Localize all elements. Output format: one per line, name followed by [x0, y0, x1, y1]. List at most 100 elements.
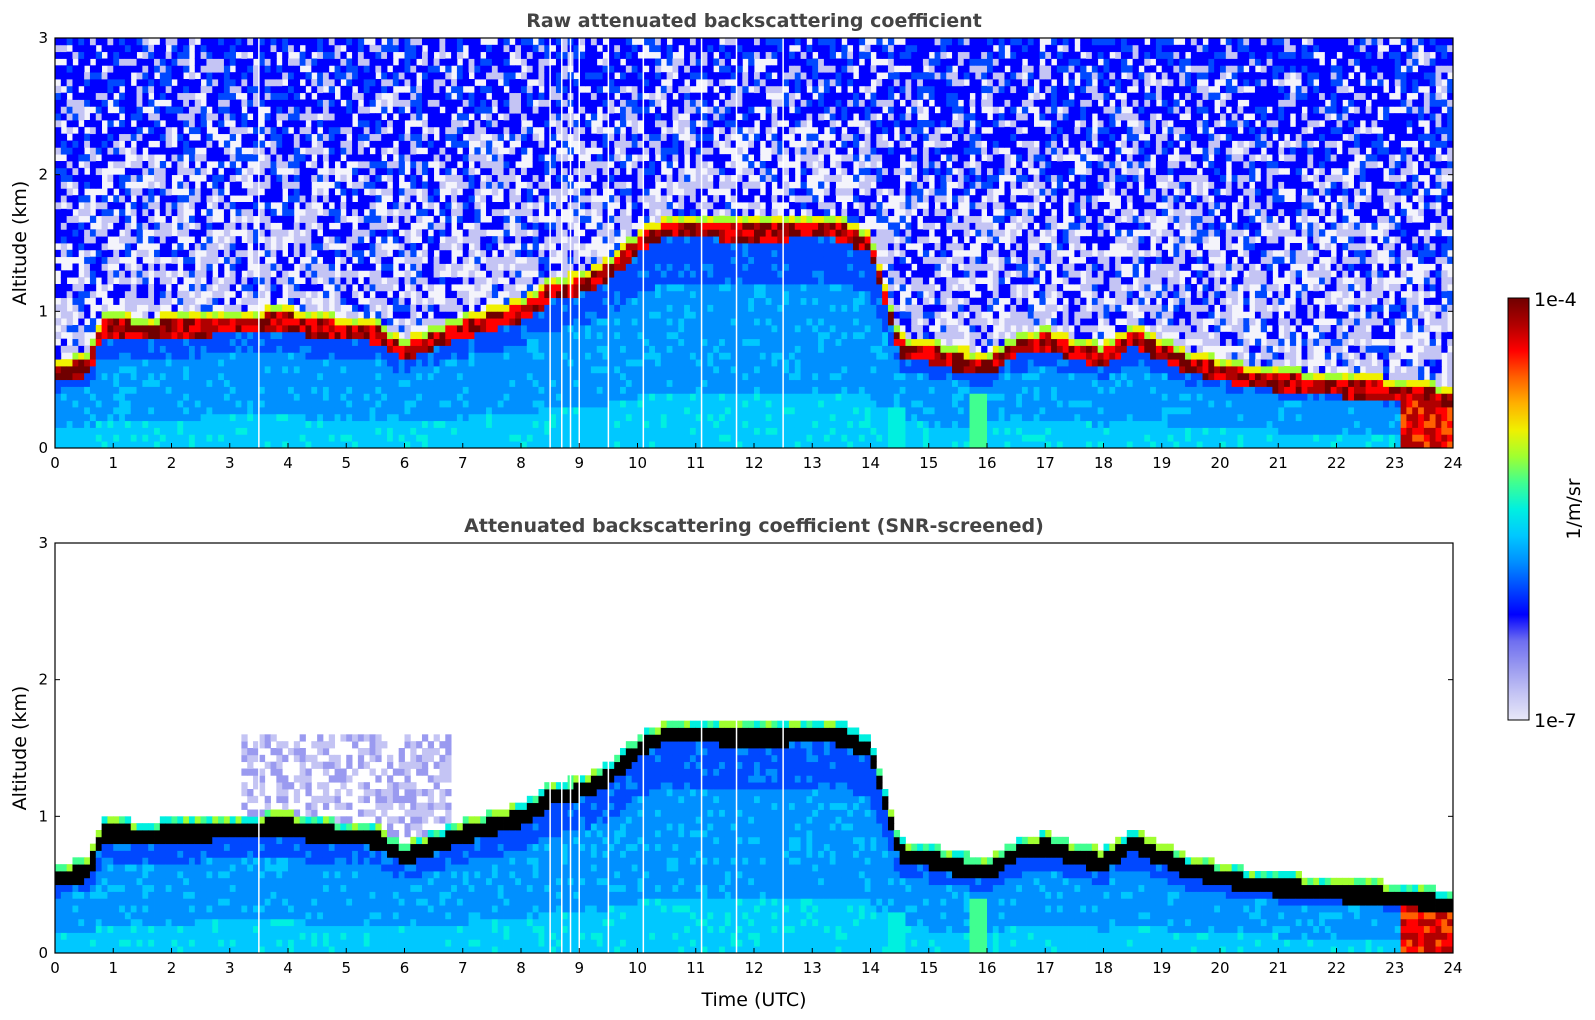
- heatmap-cell: [620, 372, 627, 381]
- heatmap-cell: [66, 420, 73, 428]
- heatmap-cell: [346, 113, 353, 121]
- heatmap-cell: [346, 331, 353, 340]
- heatmap-cell: [486, 126, 493, 135]
- heatmap-cell: [78, 195, 85, 203]
- heatmap-cell: [247, 38, 254, 46]
- heatmap-cell: [95, 297, 103, 305]
- heatmap-cell: [60, 311, 68, 319]
- heatmap-cell: [346, 407, 353, 415]
- heatmap-cell: [620, 331, 627, 340]
- heatmap-cell: [340, 420, 347, 428]
- heatmap-cell: [544, 413, 551, 422]
- heatmap-cell: [363, 215, 370, 223]
- heatmap-cell: [625, 188, 633, 196]
- heatmap-cell: [381, 297, 388, 305]
- heatmap-cell: [462, 352, 469, 360]
- heatmap-cell: [165, 222, 172, 230]
- heatmap-cell: [573, 277, 580, 285]
- heatmap-cell: [78, 229, 85, 237]
- heatmap-cell: [503, 99, 510, 107]
- heatmap-cell: [421, 99, 429, 107]
- heatmap-cell: [95, 202, 103, 210]
- heatmap-cell: [124, 99, 132, 107]
- heatmap-cell: [555, 181, 563, 189]
- heatmap-cell: [392, 372, 400, 381]
- heatmap-cell: [602, 284, 609, 292]
- heatmap-cell: [288, 44, 295, 53]
- heatmap-cell: [95, 161, 103, 169]
- heatmap-cell: [66, 434, 73, 442]
- heatmap-cell: [509, 79, 516, 87]
- heatmap-cell: [107, 311, 114, 319]
- heatmap-cell: [550, 133, 557, 141]
- heatmap-cell: [101, 222, 108, 230]
- heatmap-cell: [55, 284, 62, 292]
- heatmap-cell: [317, 188, 324, 196]
- heatmap-cell: [101, 345, 108, 353]
- heatmap-cell: [381, 338, 388, 346]
- heatmap-cell: [229, 58, 236, 66]
- heatmap-cell: [602, 174, 609, 182]
- heatmap-cell: [579, 38, 586, 46]
- heatmap-cell: [264, 154, 271, 162]
- heatmap-cell: [119, 441, 126, 448]
- heatmap-cell: [515, 311, 522, 319]
- heatmap-cell: [550, 188, 557, 196]
- heatmap-cell: [392, 202, 400, 210]
- heatmap-cell: [328, 79, 336, 87]
- heatmap-cell: [416, 133, 423, 141]
- heatmap-cell: [89, 79, 97, 87]
- heatmap-cell: [212, 99, 219, 107]
- heatmap-cell: [620, 407, 627, 415]
- heatmap-cell: [165, 243, 172, 251]
- heatmap-cell: [270, 106, 277, 114]
- heatmap-cell: [177, 106, 184, 114]
- heatmap-cell: [497, 99, 504, 107]
- heatmap-cell: [223, 284, 231, 292]
- heatmap-cell: [159, 420, 167, 428]
- heatmap-cell: [602, 290, 609, 299]
- heatmap-cell: [468, 215, 475, 223]
- heatmap-cell: [462, 290, 469, 299]
- heatmap-cell: [113, 434, 120, 442]
- heatmap-cell: [451, 99, 458, 107]
- heatmap-cell: [491, 167, 499, 176]
- heatmap-cell: [521, 167, 528, 176]
- heatmap-cell: [89, 256, 97, 264]
- heatmap-cell: [579, 284, 586, 292]
- heatmap-cell: [596, 133, 603, 141]
- heatmap-cell: [101, 147, 108, 155]
- heatmap-cell: [346, 222, 353, 230]
- heatmap-cell: [456, 140, 464, 148]
- heatmap-cell: [177, 297, 184, 305]
- heatmap-cell: [72, 99, 79, 107]
- heatmap-cell: [357, 256, 365, 264]
- heatmap-cell: [462, 38, 469, 46]
- heatmap-cell: [212, 386, 219, 394]
- heatmap-cell: [579, 263, 586, 271]
- heatmap-cell: [363, 345, 370, 353]
- heatmap-cell: [89, 44, 97, 53]
- heatmap-cell: [154, 133, 161, 141]
- heatmap-cell: [311, 318, 318, 326]
- heatmap-cell: [142, 167, 149, 176]
- heatmap-cell: [503, 386, 510, 394]
- heatmap-cell: [474, 99, 481, 107]
- heatmap-cell: [218, 297, 225, 305]
- heatmap-cell: [352, 372, 359, 381]
- heatmap-cell: [130, 85, 137, 94]
- heatmap-cell: [573, 379, 580, 387]
- heatmap-cell: [410, 318, 417, 326]
- heatmap-cell: [130, 420, 137, 428]
- heatmap-cell: [596, 202, 603, 210]
- heatmap-cell: [78, 181, 85, 189]
- heatmap-cell: [322, 352, 330, 360]
- heatmap-cell: [223, 325, 231, 333]
- heatmap-cell: [433, 99, 440, 107]
- heatmap-cell: [579, 379, 586, 387]
- heatmap-cell: [66, 366, 73, 374]
- heatmap-cell: [229, 400, 236, 408]
- heatmap-cell: [363, 174, 370, 182]
- heatmap-cell: [60, 181, 68, 189]
- heatmap-cell: [188, 72, 196, 80]
